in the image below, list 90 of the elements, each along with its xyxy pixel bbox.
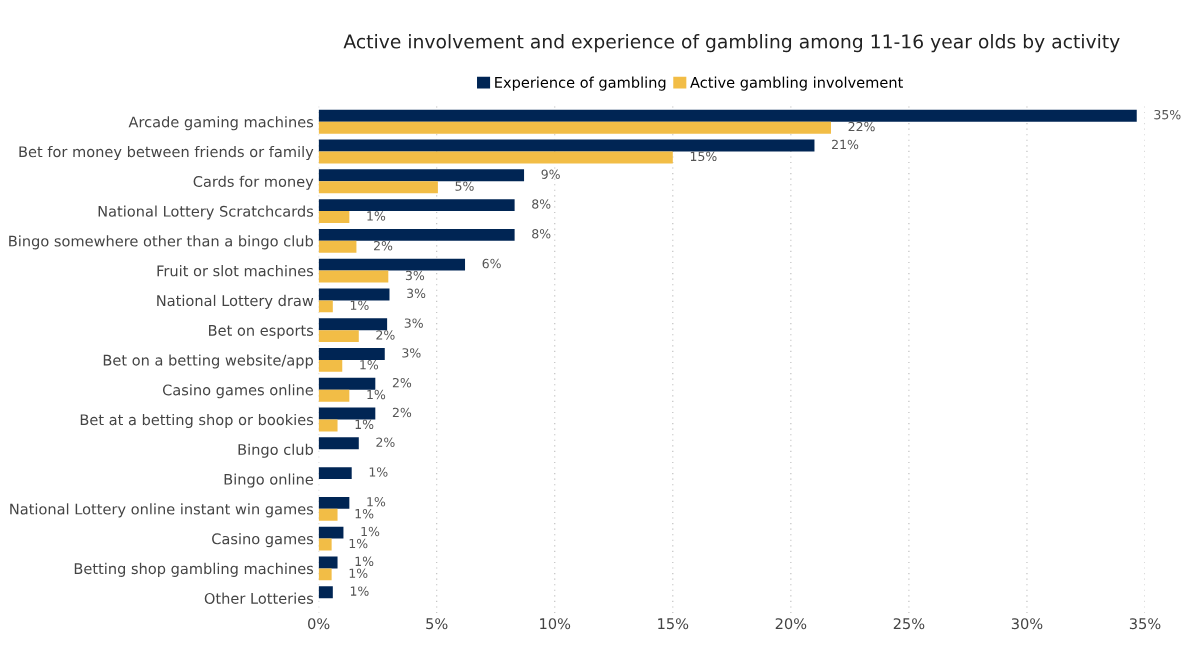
data-label: 9%: [541, 169, 560, 179]
bar: [318, 526, 344, 539]
x-tick-label: 30%: [1011, 618, 1043, 630]
x-tick-label: 0%: [308, 618, 330, 630]
bar: [318, 270, 389, 283]
y-tick-label: Betting shop gambling machines: [74, 562, 314, 577]
bar: [318, 568, 332, 581]
data-label: 1%: [355, 508, 374, 519]
data-label: 1%: [367, 211, 386, 221]
data-label: 1%: [349, 568, 368, 578]
data-label: 2%: [374, 240, 393, 251]
chart-title: Active involvement and experience of gambling among 11-16 year olds by activity: [343, 34, 1120, 53]
data-label: 8%: [532, 229, 551, 239]
x-tick-label: 5%: [426, 618, 448, 630]
data-label: 1%: [367, 497, 386, 507]
y-tick-label: Bet for money between friends or family: [19, 145, 314, 161]
bar: [318, 139, 815, 152]
data-label: 8%: [532, 199, 551, 209]
bar: [318, 211, 350, 223]
data-label: 2%: [376, 437, 395, 447]
data-label: 3%: [405, 270, 425, 281]
x-tick-label: 35%: [1129, 618, 1161, 630]
bar: [318, 467, 352, 480]
data-label: 2%: [392, 407, 412, 418]
data-label: 6%: [482, 258, 501, 269]
y-tick-label: National Lottery draw: [157, 294, 314, 309]
bar: [318, 330, 359, 343]
y-tick-label: Arcade gaming machines: [128, 116, 314, 131]
data-label: 3%: [407, 288, 426, 299]
y-tick-label: National Lottery online instant win games: [10, 503, 314, 518]
bar: [318, 300, 333, 313]
bar: [318, 151, 673, 164]
y-tick-label: Other Lotteries: [204, 592, 314, 604]
bar: [318, 377, 376, 390]
data-label: 5%: [455, 181, 474, 191]
bar: [318, 121, 831, 134]
y-tick-label: Casino games: [212, 533, 314, 548]
bar: [318, 496, 350, 509]
bar: [318, 538, 332, 551]
x-tick-label: 10%: [540, 618, 571, 630]
bar: [318, 240, 357, 253]
y-tick-label: Fruit or slot machines: [157, 265, 314, 277]
bar: [318, 181, 438, 194]
bar: [318, 586, 333, 599]
bar: [318, 288, 390, 301]
legend-label: Experience of gambling: [495, 76, 666, 91]
data-label: 1%: [367, 389, 386, 400]
y-tick-label: Bingo online: [224, 473, 314, 488]
data-label: 1%: [350, 300, 369, 310]
x-tick-label: 25%: [893, 618, 925, 630]
data-label: 1%: [360, 360, 379, 370]
data-label: 1%: [355, 419, 374, 430]
bar: [318, 419, 338, 432]
data-label: 3%: [404, 318, 423, 328]
bar: [318, 228, 515, 241]
bar: [318, 389, 350, 402]
bar: [318, 199, 515, 212]
bar: [318, 407, 376, 420]
x-tick-label: 20%: [775, 618, 807, 630]
data-label: 3%: [402, 348, 421, 358]
y-tick-label: Bet on a betting website/app: [103, 354, 313, 369]
y-tick-label: Bingo club: [238, 443, 313, 458]
y-tick-label: Bet at a betting shop or bookies: [80, 413, 314, 429]
data-label: 1%: [369, 467, 388, 477]
bar: [318, 508, 338, 521]
bar: [318, 348, 385, 360]
data-label: 1%: [349, 538, 368, 549]
y-tick-label: Casino games online: [162, 384, 314, 399]
data-label: 1%: [361, 526, 380, 537]
data-label: 1%: [350, 586, 369, 596]
y-tick-label: Bet on esports: [209, 325, 314, 339]
data-label: 22%: [848, 121, 875, 132]
data-label: 2%: [376, 330, 395, 340]
bar: [318, 169, 525, 182]
data-label: 21%: [832, 139, 859, 150]
data-label: 35%: [1154, 109, 1181, 120]
bar: [318, 318, 388, 331]
legend-label: Active gambling involvement: [690, 76, 903, 91]
bar: [318, 258, 466, 271]
bar: [318, 359, 343, 372]
data-label: 1%: [355, 556, 374, 567]
bar: [318, 437, 359, 450]
data-label: 2%: [392, 377, 412, 388]
y-tick-label: Bingo somewhere other than a bingo club: [9, 235, 313, 250]
y-tick-label: National Lottery Scratchcards: [98, 205, 314, 220]
y-tick-label: Cards for money: [193, 175, 314, 190]
data-label: 15%: [690, 151, 717, 162]
bar: [318, 109, 1137, 122]
x-tick-label: 15%: [658, 618, 689, 630]
bar: [318, 556, 338, 569]
